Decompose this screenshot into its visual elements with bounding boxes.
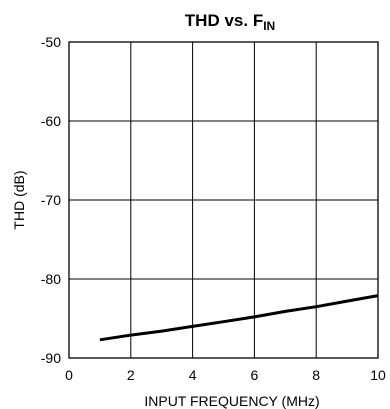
series-line — [99, 294, 379, 342]
grid — [68, 41, 379, 359]
data-series — [99, 294, 379, 342]
y-axis-label: THD (dB) — [11, 170, 27, 229]
y-tick-labels: -50 -60 -70 -80 -90 — [41, 34, 61, 366]
chart-title: THD vs. FIN — [185, 11, 275, 33]
y-tick-label: -50 — [41, 34, 61, 50]
chart-title-main: THD vs. F — [185, 11, 263, 30]
x-tick-label: 8 — [312, 367, 320, 383]
x-axis-label: INPUT FREQUENCY (MHz) — [144, 393, 319, 409]
y-tick-label: -60 — [41, 113, 61, 129]
x-tick-label: 10 — [370, 367, 386, 383]
x-tick-label: 4 — [189, 367, 197, 383]
y-tick-label: -80 — [41, 271, 61, 287]
y-tick-label: -90 — [41, 350, 61, 366]
y-tick-label: -70 — [41, 192, 61, 208]
x-tick-label: 2 — [127, 367, 135, 383]
x-tick-label: 0 — [65, 367, 73, 383]
chart-title-subscript: IN — [263, 19, 275, 33]
x-tick-label: 6 — [251, 367, 259, 383]
plot-frame — [68, 41, 379, 359]
x-tick-labels: 0 2 4 6 8 10 — [65, 367, 386, 383]
